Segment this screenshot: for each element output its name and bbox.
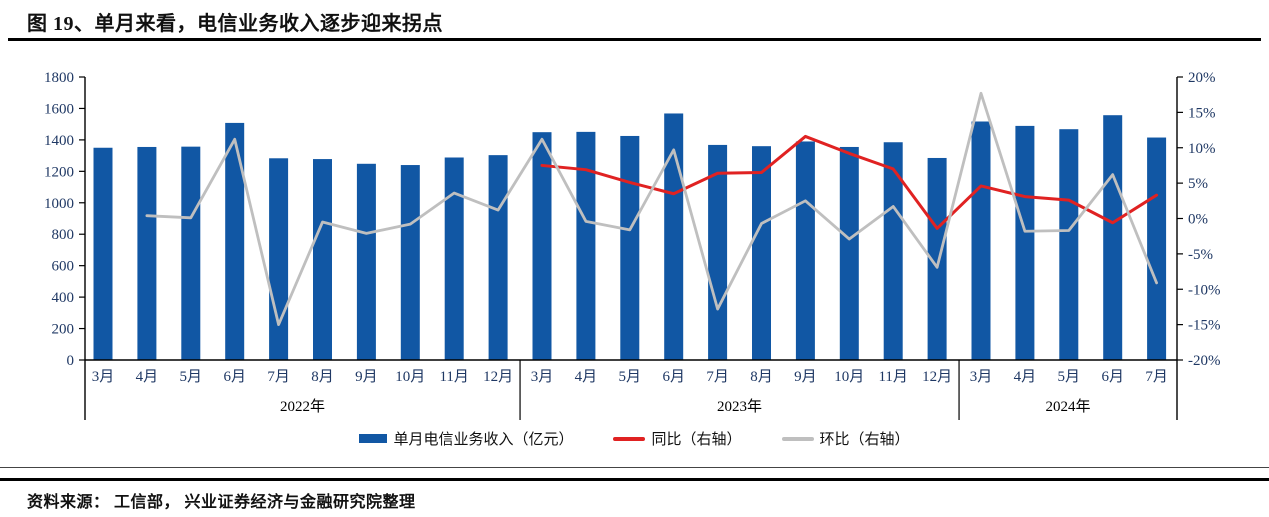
x-tick-label: 11月	[878, 369, 907, 385]
x-tick-label: 3月	[970, 369, 993, 385]
revenue-bar	[1059, 129, 1079, 360]
footer-divider-thick	[0, 478, 1269, 481]
revenue-bar	[93, 147, 113, 360]
revenue-bar	[532, 132, 552, 360]
legend-item-mom: 环比（右轴）	[781, 428, 910, 449]
chart-legend: 单月电信业务收入（亿元） 同比（右轴） 环比（右轴）	[0, 428, 1269, 449]
revenue-bar	[225, 122, 245, 360]
x-tick-label: 8月	[750, 369, 773, 385]
right-axis-tick-label: 10%	[1188, 141, 1216, 157]
x-tick-label: 12月	[922, 369, 952, 385]
revenue-bar	[181, 146, 201, 360]
bar-swatch	[359, 434, 388, 443]
revenue-bar	[795, 141, 815, 360]
x-tick-label: 4月	[1014, 369, 1037, 385]
left-axis-tick-label: 0	[67, 353, 75, 369]
x-tick-label: 7月	[706, 369, 729, 385]
revenue-bar	[269, 158, 289, 360]
revenue-bar	[664, 113, 684, 360]
x-tick-label: 12月	[483, 369, 513, 385]
x-tick-label: 4月	[575, 369, 598, 385]
revenue-bar	[313, 159, 332, 360]
x-tick-label: 7月	[267, 369, 290, 385]
right-axis-tick-label: -15%	[1188, 318, 1221, 334]
revenue-bar	[137, 146, 157, 360]
left-axis-tick-label: 1600	[44, 101, 74, 117]
left-axis-tick-label: 400	[52, 290, 75, 306]
x-tick-label: 6月	[662, 369, 685, 385]
mom-line	[145, 91, 1158, 327]
legend-label-mom: 环比（右轴）	[819, 432, 910, 448]
x-tick-label: 9月	[794, 369, 817, 385]
x-tick-label: 6月	[1101, 369, 1124, 385]
left-axis-tick-label: 1000	[44, 196, 74, 212]
right-axis-tick-label: -20%	[1188, 353, 1221, 369]
right-axis-tick-label: -5%	[1188, 247, 1213, 263]
revenue-bar	[488, 155, 508, 360]
revenue-bar	[356, 163, 376, 360]
year-label: 2024年	[1046, 398, 1091, 415]
x-tick-label: 5月	[619, 369, 642, 385]
revenue-bar	[1015, 125, 1035, 360]
legend-label-yoy: 同比（右轴）	[651, 432, 742, 448]
yoy-line	[540, 134, 1159, 230]
source-attribution: 资料来源： 工信部， 兴业证券经济与金融研究院整理	[27, 494, 416, 511]
x-tick-label: 5月	[180, 369, 203, 385]
telecom-revenue-chart: 2022年 2023年 2024年 3月 4月 5月 6月 7月 8月 9月 10月 11月 12月 3月…	[44, 70, 1221, 420]
x-tick-label: 5月	[1058, 369, 1081, 385]
x-tick-label: 6月	[223, 369, 246, 385]
x-tick-label: 10月	[834, 369, 864, 385]
revenue-bar	[839, 146, 859, 360]
left-axis-tick-label: 1200	[44, 164, 74, 180]
x-tick-label: 11月	[439, 369, 468, 385]
x-tick-label: 3月	[531, 369, 554, 385]
revenue-bar	[708, 144, 728, 360]
revenue-bar	[1103, 115, 1123, 360]
revenue-bar	[927, 157, 947, 360]
left-axis-tick-label: 1800	[44, 70, 74, 86]
x-tick-label: 8月	[311, 369, 334, 385]
revenue-bar	[1147, 137, 1167, 360]
year-label: 2023年	[717, 398, 762, 415]
right-axis-tick-label: 20%	[1188, 70, 1216, 86]
legend-item-revenue: 单月电信业务收入（亿元）	[359, 428, 573, 449]
title-underline	[8, 38, 1261, 41]
revenue-bar	[620, 135, 640, 360]
right-axis-tick-label: 15%	[1188, 105, 1216, 121]
left-axis-tick-label: 1400	[44, 133, 74, 149]
mom-line-swatch	[781, 436, 814, 441]
revenue-bar	[400, 165, 420, 360]
year-label: 2022年	[280, 398, 325, 415]
legend-item-yoy: 同比（右轴）	[613, 428, 742, 449]
legend-label-revenue: 单月电信业务收入（亿元）	[393, 432, 574, 448]
chart-area: 2022年 2023年 2024年 3月 4月 5月 6月 7月 8月 9月 10月 11月 12月 3月…	[44, 70, 1221, 420]
right-axis-tick-label: 5%	[1188, 176, 1208, 192]
x-tick-label: 4月	[136, 369, 159, 385]
x-tick-label: 9月	[355, 369, 378, 385]
right-axis-tick-label: -10%	[1188, 282, 1221, 298]
left-axis-tick-label: 200	[52, 322, 75, 338]
yoy-line-swatch	[613, 436, 646, 441]
revenue-bar	[576, 131, 596, 360]
x-tick-label: 3月	[92, 369, 115, 385]
revenue-bar	[444, 157, 464, 360]
footer-divider-thin	[0, 467, 1269, 468]
x-tick-label: 7月	[1145, 369, 1168, 385]
left-axis-tick-label: 800	[52, 227, 75, 243]
revenue-bar	[883, 142, 903, 360]
x-tick-label: 10月	[395, 369, 425, 385]
revenue-bar	[971, 121, 991, 360]
figure-title: 图 19、单月来看，电信业务收入逐步迎来拐点	[27, 13, 443, 35]
right-axis-tick-label: 0%	[1188, 212, 1208, 228]
left-axis-tick-label: 600	[52, 259, 75, 275]
revenue-bar	[752, 146, 771, 360]
